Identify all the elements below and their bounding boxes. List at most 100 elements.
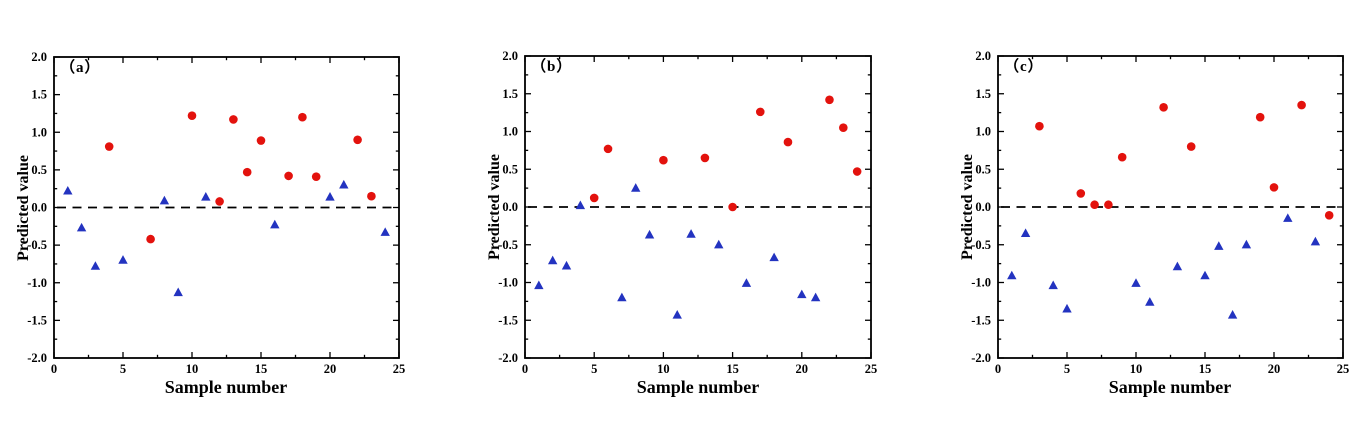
data-point-triangle [672, 309, 682, 319]
data-point-circle [242, 167, 252, 177]
scatter-panel-2: 0 5 10 15 20 25 -2.0 -1.5 -1.0 -0.5 0.0 0.5 1.0 1.5 2.… [971, 49, 1349, 376]
data-point-circle [1186, 142, 1196, 151]
series-positive-class [1035, 100, 1334, 220]
data-point-circle [755, 107, 765, 117]
x-tick-label: 0 [522, 362, 528, 376]
y-tick-label: 1.0 [975, 125, 991, 139]
data-point-triangle [325, 191, 335, 201]
data-point-triangle [1310, 236, 1321, 246]
y-tick-label: -2.0 [27, 351, 47, 365]
data-point-triangle [575, 200, 586, 210]
x-tick-label: 0 [51, 362, 57, 376]
panel-label-b: （b） [531, 59, 573, 75]
x-axis-title-a: Sample number [164, 377, 288, 397]
data-point-circle [839, 123, 848, 133]
data-point-triangle [339, 179, 349, 189]
data-point-triangle [1200, 270, 1210, 280]
data-point-triangle [1227, 309, 1238, 319]
y-tick-label: 0.5 [975, 162, 991, 176]
data-point-triangle [76, 222, 87, 232]
x-tick-label: 5 [1064, 362, 1070, 376]
y-tick-label: 1.0 [31, 125, 47, 139]
data-point-circle [1076, 189, 1086, 198]
data-point-triangle [173, 287, 183, 297]
data-point-circle [1255, 112, 1265, 122]
data-point-circle [1297, 100, 1306, 110]
y-axis-title-c: Predicted value [959, 154, 976, 260]
data-point-triangle [1062, 303, 1072, 313]
data-point-circle [825, 95, 834, 105]
y-tick-label: 1.5 [502, 87, 518, 101]
y-tick-label: 1.0 [502, 125, 518, 139]
data-point-circle [589, 193, 599, 203]
data-point-triangle [769, 252, 779, 262]
data-point-circle [1159, 103, 1168, 112]
x-tick-label: 5 [591, 362, 597, 376]
data-point-circle [659, 155, 668, 165]
x-tick-label: 25 [865, 362, 878, 376]
series-positive-class [589, 95, 862, 212]
x-tick-label: 5 [120, 362, 126, 376]
data-point-triangle [1145, 297, 1155, 306]
data-point-circle [852, 167, 862, 176]
data-point-triangle [741, 278, 752, 287]
x-tick-label: 15 [1199, 362, 1212, 376]
data-point-triangle [1172, 261, 1183, 271]
x-tick-label: 25 [393, 362, 406, 376]
y-tick-label: 0.0 [502, 200, 518, 214]
y-tick-label: -1.5 [498, 313, 518, 327]
data-point-circle [367, 191, 376, 201]
x-tick-label: 10 [657, 362, 670, 376]
x-tick-label: 15 [255, 362, 268, 376]
x-tick-label: 20 [796, 362, 809, 376]
data-point-circle [700, 153, 710, 163]
data-point-circle [284, 171, 293, 181]
y-tick-label: 2.0 [502, 49, 518, 63]
x-tick-label: 10 [186, 362, 199, 376]
data-point-circle [603, 144, 613, 154]
data-point-triangle [644, 229, 655, 239]
data-point-triangle [63, 185, 73, 195]
x-tick-label: 15 [726, 362, 739, 376]
y-tick-label: 0.0 [31, 201, 47, 215]
data-point-circle [1104, 200, 1113, 210]
data-point-circle [1269, 183, 1279, 192]
series-negative-class [63, 179, 390, 297]
series-negative-class [534, 183, 821, 319]
panel-label-c: （c） [1004, 59, 1044, 75]
series-positive-class [104, 111, 376, 244]
x-tick-label: 20 [1268, 362, 1281, 376]
y-tick-label: -1.0 [971, 276, 991, 290]
y-tick-label: 2.0 [975, 49, 991, 63]
data-point-triangle [561, 260, 572, 270]
data-point-circle [1035, 121, 1044, 131]
data-point-triangle [1007, 270, 1017, 280]
data-point-triangle [1131, 278, 1141, 287]
data-point-circle [229, 115, 238, 124]
data-point-circle [298, 112, 307, 122]
data-point-triangle [380, 227, 390, 236]
data-point-circle [728, 202, 737, 212]
data-point-triangle [1020, 228, 1031, 238]
y-tick-label: 0.5 [502, 162, 518, 176]
y-tick-label: 2.0 [31, 50, 47, 64]
data-point-triangle [1048, 280, 1058, 290]
data-point-triangle [534, 280, 544, 290]
x-tick-label: 10 [1130, 362, 1143, 376]
data-point-triangle [118, 255, 128, 264]
x-tick-label: 25 [1337, 362, 1350, 376]
data-point-triangle [797, 289, 807, 299]
data-point-triangle [810, 292, 821, 302]
data-point-triangle [714, 239, 724, 249]
y-tick-label: 0.5 [31, 163, 47, 177]
data-point-triangle [270, 219, 280, 229]
y-tick-label: -1.0 [498, 276, 518, 290]
data-point-circle [1117, 152, 1127, 162]
data-point-circle [783, 137, 793, 147]
y-tick-label: -0.5 [27, 238, 47, 252]
y-tick-label: 0.0 [975, 200, 991, 214]
data-point-circle [256, 136, 266, 145]
data-point-circle [1324, 211, 1334, 220]
data-point-circle [311, 172, 321, 181]
